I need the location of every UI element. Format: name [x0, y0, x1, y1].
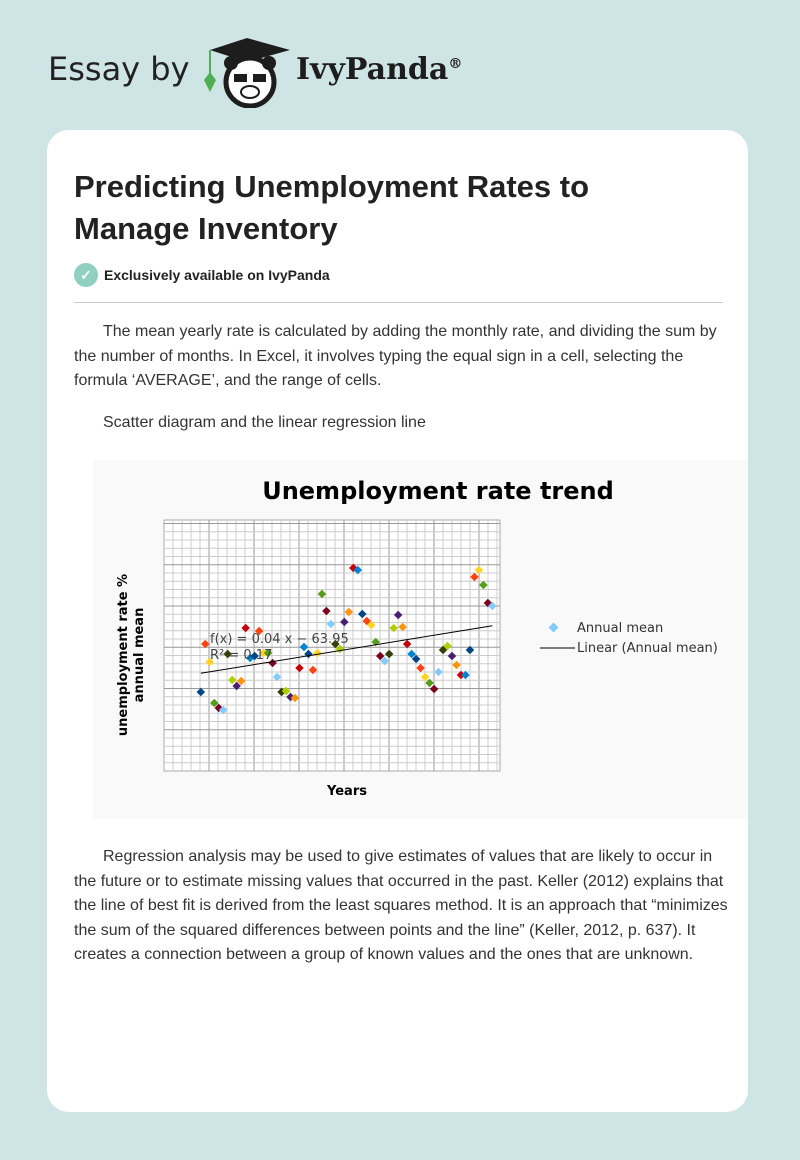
r-squared: R² = 0.17	[210, 648, 272, 663]
data-point	[380, 656, 389, 666]
data-point	[474, 565, 484, 575]
data-point	[407, 649, 416, 659]
scatter-chart: Unemployment rate trend f(x) = 0.04 x − …	[93, 460, 748, 818]
data-point	[416, 663, 425, 673]
data-point	[443, 641, 452, 651]
data-point	[384, 649, 394, 659]
check-icon: ✓	[74, 263, 98, 287]
data-point	[398, 622, 407, 632]
data-point	[263, 648, 273, 658]
article-card: Predicting Unemployment Rates to Manage …	[47, 130, 748, 1112]
data-point	[438, 645, 448, 655]
regression-equation: f(x) = 0.04 x − 63.95	[210, 632, 349, 647]
data-point	[465, 645, 475, 655]
data-point	[479, 580, 488, 590]
data-point	[393, 610, 403, 620]
data-point	[420, 672, 430, 682]
data-point	[367, 620, 376, 630]
data-point	[447, 651, 457, 661]
paragraph: The mean yearly rate is calculated by ad…	[74, 323, 717, 389]
registered-mark: ®	[448, 56, 463, 72]
data-point	[425, 678, 434, 688]
site-header: Essay by IvyPanda®	[0, 0, 800, 130]
legend-marker-annual-mean	[548, 622, 559, 633]
data-point	[322, 606, 331, 616]
paragraph: Regression analysis may be used to give …	[74, 848, 728, 963]
ivypanda-logo-icon[interactable]	[200, 36, 295, 108]
essay-by-label: Essay by	[48, 50, 190, 88]
data-point	[456, 670, 466, 680]
data-point	[299, 642, 309, 652]
exclusive-badge: ✓ Exclusively available on IvyPanda	[74, 263, 330, 287]
data-point	[461, 670, 470, 680]
data-point	[326, 619, 336, 629]
data-point	[429, 684, 439, 694]
data-point	[358, 609, 367, 619]
data-point	[411, 654, 421, 664]
data-point	[272, 672, 282, 682]
chart-legend: Annual mean Linear (Annual mean)	[540, 621, 718, 656]
data-point	[362, 616, 372, 626]
exclusive-label: Exclusively available on IvyPanda	[104, 267, 330, 283]
data-point	[434, 667, 443, 677]
trendline	[200, 625, 493, 674]
chart-title: Unemployment rate trend	[262, 477, 614, 505]
legend-linear: Linear (Annual mean)	[577, 641, 718, 656]
data-point	[389, 623, 398, 633]
data-point	[452, 660, 461, 670]
legend-annual-mean: Annual mean	[577, 621, 663, 636]
data-point	[488, 601, 497, 611]
data-point	[470, 572, 479, 582]
divider	[74, 302, 723, 303]
data-point	[290, 693, 300, 703]
data-point	[353, 565, 363, 575]
data-point	[313, 648, 322, 658]
brand-text: IvyPanda	[296, 52, 449, 87]
y-axis-label-line2: annual mean	[132, 608, 147, 703]
data-point	[375, 651, 385, 661]
y-axis-label-line1: unemployment rate %	[116, 574, 131, 736]
data-point	[402, 639, 412, 649]
figure-caption: Scatter diagram and the linear regressio…	[103, 414, 426, 431]
brand-name[interactable]: IvyPanda®	[296, 52, 462, 87]
x-axis-label: Years	[326, 784, 367, 799]
page-title: Predicting Unemployment Rates to Manage …	[74, 169, 590, 246]
